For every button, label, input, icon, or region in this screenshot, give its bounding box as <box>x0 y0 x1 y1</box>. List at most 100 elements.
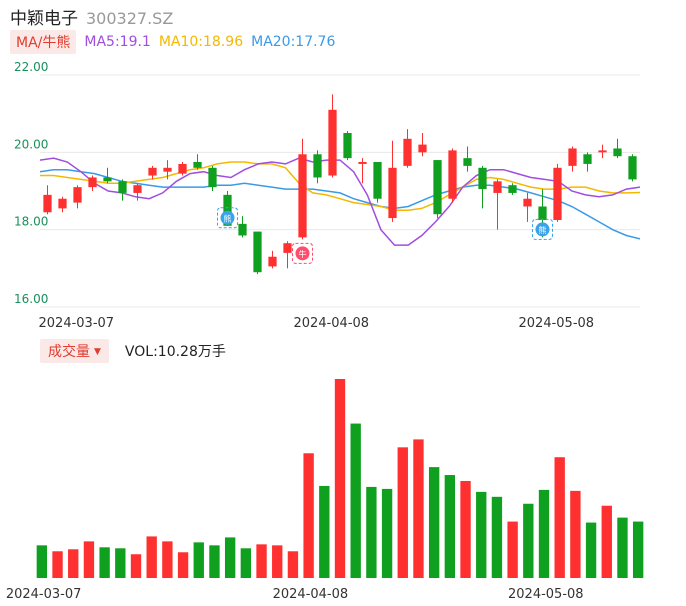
volume-bar <box>130 554 142 578</box>
candle <box>148 165 157 180</box>
y-tick-label: 20.00 <box>14 137 48 151</box>
ma10-label: MA10:18.96 <box>158 34 244 50</box>
volume-bar <box>52 551 63 578</box>
candle <box>238 216 247 238</box>
ma5-label: MA5:19.1 <box>84 34 151 50</box>
candle-body <box>328 109 337 176</box>
candle <box>508 183 517 195</box>
volume-bar <box>428 467 440 578</box>
y-tick-label: 22.00 <box>14 60 48 74</box>
candle-body <box>178 163 187 174</box>
price-chart: 22.00 20.00 18.00 16.00 2024-03-07 2024-04-08… <box>14 60 641 331</box>
volume-bar <box>538 489 550 578</box>
candle <box>118 179 127 201</box>
ma10-line <box>40 161 641 212</box>
volume-bar <box>632 521 644 578</box>
candle <box>568 146 577 172</box>
volume-legend: 成交量 ▼ VOL:10.28万手 <box>40 339 226 363</box>
candle <box>388 140 397 222</box>
candle-body <box>298 154 307 238</box>
volume-bar <box>99 547 110 578</box>
x-tick-label: 2024-04-08 <box>273 587 349 602</box>
signal-frame <box>292 242 313 264</box>
ma5-line <box>39 157 641 246</box>
candle <box>103 167 112 184</box>
ma-legend: MA/牛熊 MA5:19.1 MA10:18.96 MA20:17.76 <box>10 30 343 54</box>
volume-bar <box>272 545 283 578</box>
volume-bar <box>146 536 157 578</box>
signal-text: 牛 <box>299 249 307 259</box>
ma20-label: MA20:17.76 <box>251 34 336 50</box>
signal-text: 熊 <box>224 213 232 223</box>
candle-body <box>163 167 172 172</box>
candle <box>403 129 412 168</box>
volume-bar <box>444 475 456 578</box>
candle-body <box>433 160 442 215</box>
candle-body <box>118 181 127 193</box>
candle <box>628 154 637 182</box>
volume-bar <box>350 423 361 578</box>
x-tick-label: 2024-05-08 <box>508 587 584 602</box>
candle <box>298 138 307 240</box>
volume-bar <box>36 545 48 578</box>
signal-frame <box>217 207 238 229</box>
volume-bar <box>491 496 503 578</box>
stock-header: 中颖电子 300327.SZ <box>10 4 174 29</box>
volume-bar <box>570 490 581 578</box>
candle <box>553 163 562 222</box>
bear-signal-icon: 熊 <box>532 218 553 240</box>
volume-bar <box>476 491 487 578</box>
volume-bar <box>224 537 236 578</box>
candle <box>178 162 187 176</box>
volume-bar <box>585 522 597 578</box>
signal-text: 熊 <box>539 225 547 235</box>
candle <box>373 162 382 203</box>
volume-bar <box>115 548 126 578</box>
candle <box>328 94 337 178</box>
candle-body <box>628 156 637 180</box>
ma-indicator-tag[interactable]: MA/牛熊 <box>10 30 77 54</box>
candle <box>313 150 322 184</box>
volume-indicator-tag[interactable]: 成交量 ▼ <box>40 339 109 363</box>
candle <box>73 185 82 209</box>
volume-bar <box>601 505 612 578</box>
candle <box>478 165 487 209</box>
volume-bar <box>319 485 330 578</box>
candle-body <box>238 223 247 236</box>
candle-body <box>538 206 547 220</box>
candle-body <box>73 187 82 203</box>
signal-dot <box>220 210 235 225</box>
signal-dot <box>535 222 550 237</box>
candle <box>598 144 607 159</box>
x-tick-label: 2024-03-07 <box>6 587 82 602</box>
candle-body <box>358 162 367 164</box>
candle-body <box>148 167 157 176</box>
caret-down-icon: ▼ <box>94 347 101 357</box>
candle-body <box>493 181 502 193</box>
candle-body <box>583 154 592 164</box>
volume-bar <box>209 545 220 578</box>
x-tick-label: 2024-04-08 <box>294 316 370 331</box>
candle-body <box>58 198 67 209</box>
volume-bar <box>507 521 518 578</box>
bear-signal-icon: 熊 <box>217 207 238 229</box>
candle <box>43 185 52 215</box>
candle <box>523 192 532 222</box>
volume-bar <box>397 447 408 578</box>
volume-bar <box>381 488 393 578</box>
volume-bar <box>287 551 299 578</box>
stock-code: 300327.SZ <box>86 9 174 28</box>
volume-bar <box>256 544 267 578</box>
candle <box>58 196 67 213</box>
candle-body <box>448 150 457 199</box>
candle-body <box>553 167 562 220</box>
candle <box>358 158 367 184</box>
candle-body <box>463 158 472 166</box>
candle-body <box>253 231 262 273</box>
candle-body <box>343 133 352 159</box>
candle-body <box>403 138 412 166</box>
candle <box>583 152 592 172</box>
candle-body <box>523 198 532 207</box>
candle <box>613 138 622 159</box>
volume-tag-label: 成交量 <box>48 344 90 360</box>
